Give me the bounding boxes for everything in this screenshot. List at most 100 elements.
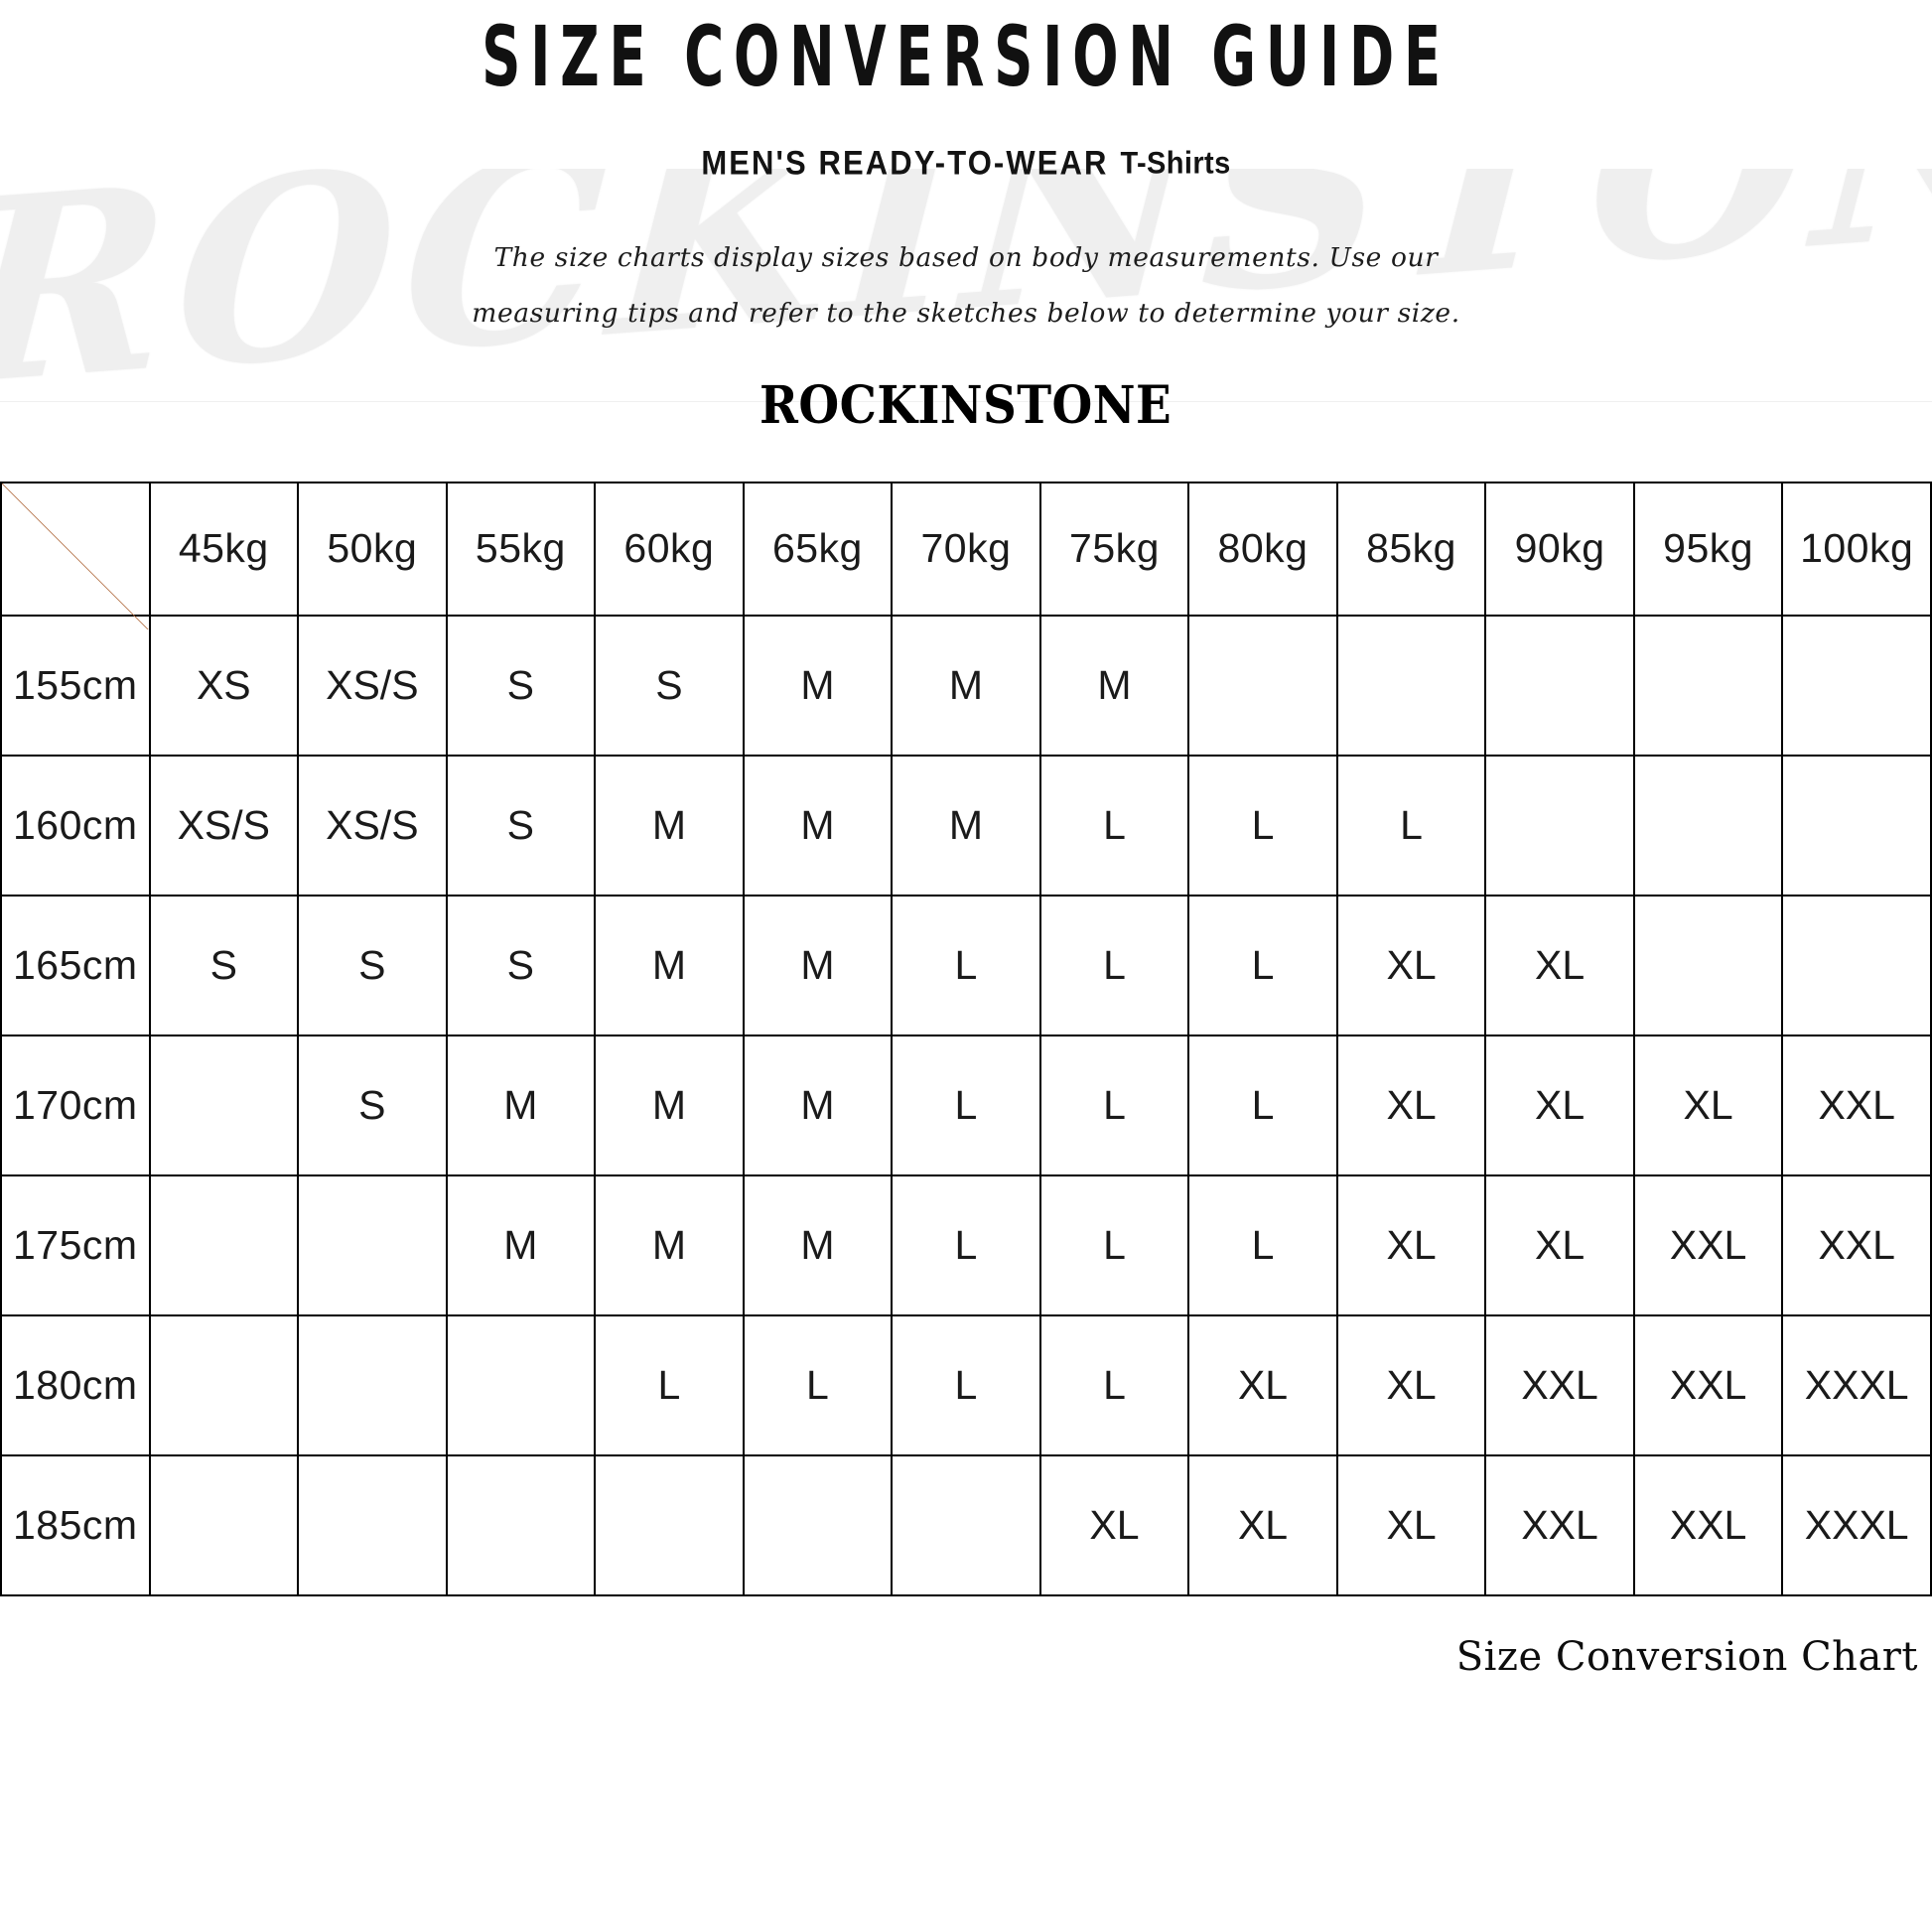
- size-cell: M: [1038, 614, 1190, 757]
- size-cell: XXL: [1632, 1313, 1784, 1456]
- size-cell: L: [1187, 1173, 1338, 1316]
- size-cell: S: [297, 1034, 448, 1176]
- size-cell: XL: [1187, 1453, 1338, 1596]
- size-cell: XXL: [1781, 1034, 1932, 1176]
- size-cell: L: [1187, 894, 1338, 1036]
- column-header-weight: 65kg: [742, 481, 894, 617]
- row-header-height: 180cm: [0, 1313, 151, 1456]
- size-cell: M: [891, 754, 1041, 897]
- table-row: 175cm M M M L L L XL XL XXL XXL: [0, 1173, 1932, 1316]
- size-cell: S: [445, 614, 597, 757]
- size-cell-empty: [742, 1453, 894, 1596]
- size-cell-empty: [148, 1034, 300, 1176]
- size-cell: M: [594, 754, 745, 897]
- size-cell: M: [445, 1034, 597, 1176]
- size-cell-empty: [297, 1313, 448, 1456]
- size-cell: M: [594, 1034, 745, 1176]
- size-cell-empty: [148, 1173, 300, 1316]
- size-cell: M: [742, 754, 894, 897]
- size-cell: L: [891, 1173, 1041, 1316]
- size-cell: L: [742, 1313, 894, 1456]
- size-cell-empty: [1484, 614, 1635, 757]
- size-cell: M: [445, 1173, 597, 1316]
- row-header-height: 160cm: [0, 754, 151, 897]
- size-cell: S: [297, 894, 448, 1036]
- table-corner-cell: [0, 481, 151, 616]
- size-cell: XXL: [1781, 1173, 1932, 1316]
- footer-caption: Size Conversion Chart: [1455, 1633, 1918, 1680]
- size-cell: XL: [1335, 894, 1487, 1036]
- size-cell: L: [1187, 754, 1338, 897]
- size-cell-empty: [1632, 754, 1784, 897]
- size-cell-empty: [297, 1173, 448, 1316]
- column-header-weight: 70kg: [891, 481, 1041, 617]
- table-row: 180cm L L L L XL XL XXL XXL XXXL: [0, 1313, 1932, 1456]
- size-cell: L: [891, 1034, 1041, 1176]
- table-row: 155cm XS XS/S S S M M M: [0, 614, 1932, 757]
- size-cell: M: [594, 1173, 745, 1316]
- size-cell-empty: [1781, 894, 1932, 1036]
- subtitle-row: MEN'S READY-TO-WEAR T-Shirts: [0, 143, 1932, 183]
- size-cell: XL: [1335, 1453, 1487, 1596]
- size-cell: L: [1038, 754, 1190, 897]
- table-row: 170cm S M M M L L L XL XL XL XXL: [0, 1034, 1932, 1176]
- table-header-row: 45kg 50kg 55kg 60kg 65kg 70kg 75kg 80kg 85kg 90kg…: [0, 481, 1932, 617]
- size-conversion-table: 45kg 50kg 55kg 60kg 65kg 70kg 75kg 80kg 85kg 90kg…: [0, 481, 1932, 1596]
- size-cell: XL: [1335, 1173, 1487, 1316]
- size-cell-empty: [1335, 614, 1487, 757]
- table-row: 160cm XS/S XS/S S M M M L L L: [0, 754, 1932, 897]
- size-cell: L: [1335, 754, 1487, 897]
- size-cell: XXXL: [1781, 1453, 1932, 1596]
- size-cell: S: [445, 894, 597, 1036]
- size-cell: L: [1038, 1034, 1190, 1176]
- column-header-weight: 90kg: [1484, 481, 1635, 617]
- column-header-weight: 60kg: [594, 481, 745, 617]
- size-cell: S: [594, 614, 745, 757]
- page-title: SIZE CONVERSION GUIDE: [482, 9, 1450, 106]
- column-header-weight: 85kg: [1335, 481, 1487, 617]
- column-header-weight: 75kg: [1038, 481, 1190, 617]
- column-header-weight: 100kg: [1781, 481, 1932, 617]
- size-cell: XL: [1484, 1173, 1635, 1316]
- size-cell: L: [1187, 1034, 1338, 1176]
- size-cell-empty: [445, 1313, 597, 1456]
- size-cell: S: [148, 894, 300, 1036]
- column-header-weight: 80kg: [1187, 481, 1338, 617]
- size-cell: L: [1038, 894, 1190, 1036]
- size-cell: XL: [1484, 894, 1635, 1036]
- size-table-container: 45kg 50kg 55kg 60kg 65kg 70kg 75kg 80kg 85kg 90kg…: [0, 481, 1932, 1596]
- watermark-divider-rule: [0, 401, 1932, 402]
- size-cell-empty: [1187, 614, 1338, 757]
- size-cell: M: [891, 614, 1041, 757]
- size-cell: XL: [1335, 1313, 1487, 1456]
- size-cell-empty: [594, 1453, 745, 1596]
- size-cell: S: [445, 754, 597, 897]
- row-header-height: 155cm: [0, 614, 151, 757]
- size-cell: M: [594, 894, 745, 1036]
- size-cell: XS: [148, 614, 300, 757]
- size-cell: XL: [1038, 1453, 1190, 1596]
- size-cell-empty: [1632, 614, 1784, 757]
- size-cell: XL: [1187, 1313, 1338, 1456]
- size-cell: XS/S: [297, 614, 448, 757]
- size-cell: L: [594, 1313, 745, 1456]
- size-table-body: 45kg 50kg 55kg 60kg 65kg 70kg 75kg 80kg 85kg 90kg…: [0, 481, 1932, 1596]
- size-cell-empty: [148, 1453, 300, 1596]
- size-cell: XS/S: [148, 754, 300, 897]
- size-cell: XXL: [1632, 1453, 1784, 1596]
- size-cell-empty: [445, 1453, 597, 1596]
- column-header-weight: 50kg: [297, 481, 448, 617]
- size-cell-empty: [1781, 754, 1932, 897]
- size-cell: XXL: [1632, 1173, 1784, 1316]
- subtitle-product: T-Shirts: [1120, 147, 1231, 182]
- size-cell: M: [742, 1034, 894, 1176]
- brand-name: ROCKINSTONE: [759, 374, 1173, 436]
- subtitle-category: MEN'S READY-TO-WEAR: [701, 143, 1109, 183]
- size-cell: M: [742, 1173, 894, 1316]
- document-header: SIZE CONVERSION GUIDE MEN'S READY-TO-WEA…: [0, 0, 1932, 436]
- row-header-height: 185cm: [0, 1453, 151, 1596]
- size-cell-empty: [297, 1453, 448, 1596]
- size-cell-empty: [148, 1313, 300, 1456]
- size-cell: XL: [1632, 1034, 1784, 1176]
